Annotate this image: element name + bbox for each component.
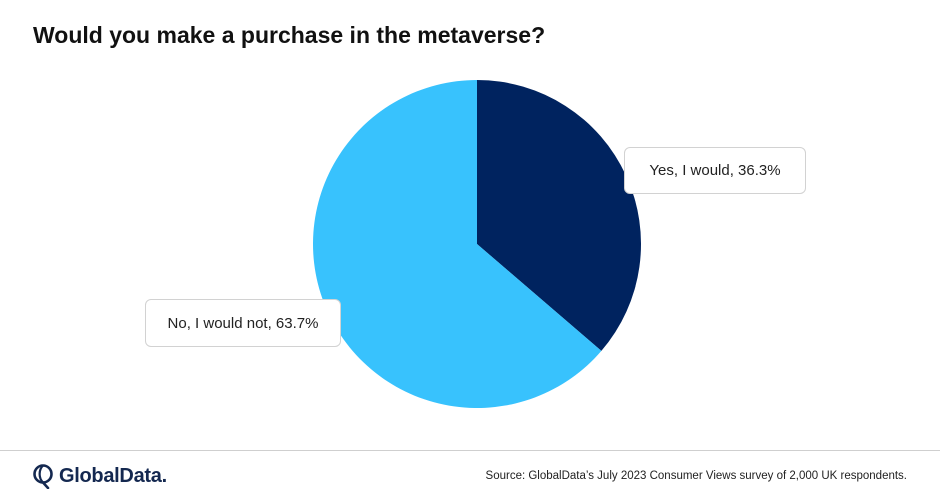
- source-note: Source: GlobalData’s July 2023 Consumer …: [485, 470, 907, 482]
- pie-slice-no: [312, 80, 602, 408]
- chart-title: Would you make a purchase in the metaver…: [33, 22, 546, 48]
- footer-divider: [0, 450, 940, 451]
- logo-text: GlobalData.: [59, 464, 167, 487]
- data-label-no: No, I would not, 63.7%: [145, 299, 341, 347]
- data-label-yes: Yes, I would, 36.3%: [624, 147, 806, 194]
- pie-slice-yes: [477, 80, 641, 351]
- globaldata-logo-icon: [33, 464, 53, 489]
- pie-chart: [312, 80, 641, 408]
- globaldata-logo: GlobalData.: [32, 462, 167, 490]
